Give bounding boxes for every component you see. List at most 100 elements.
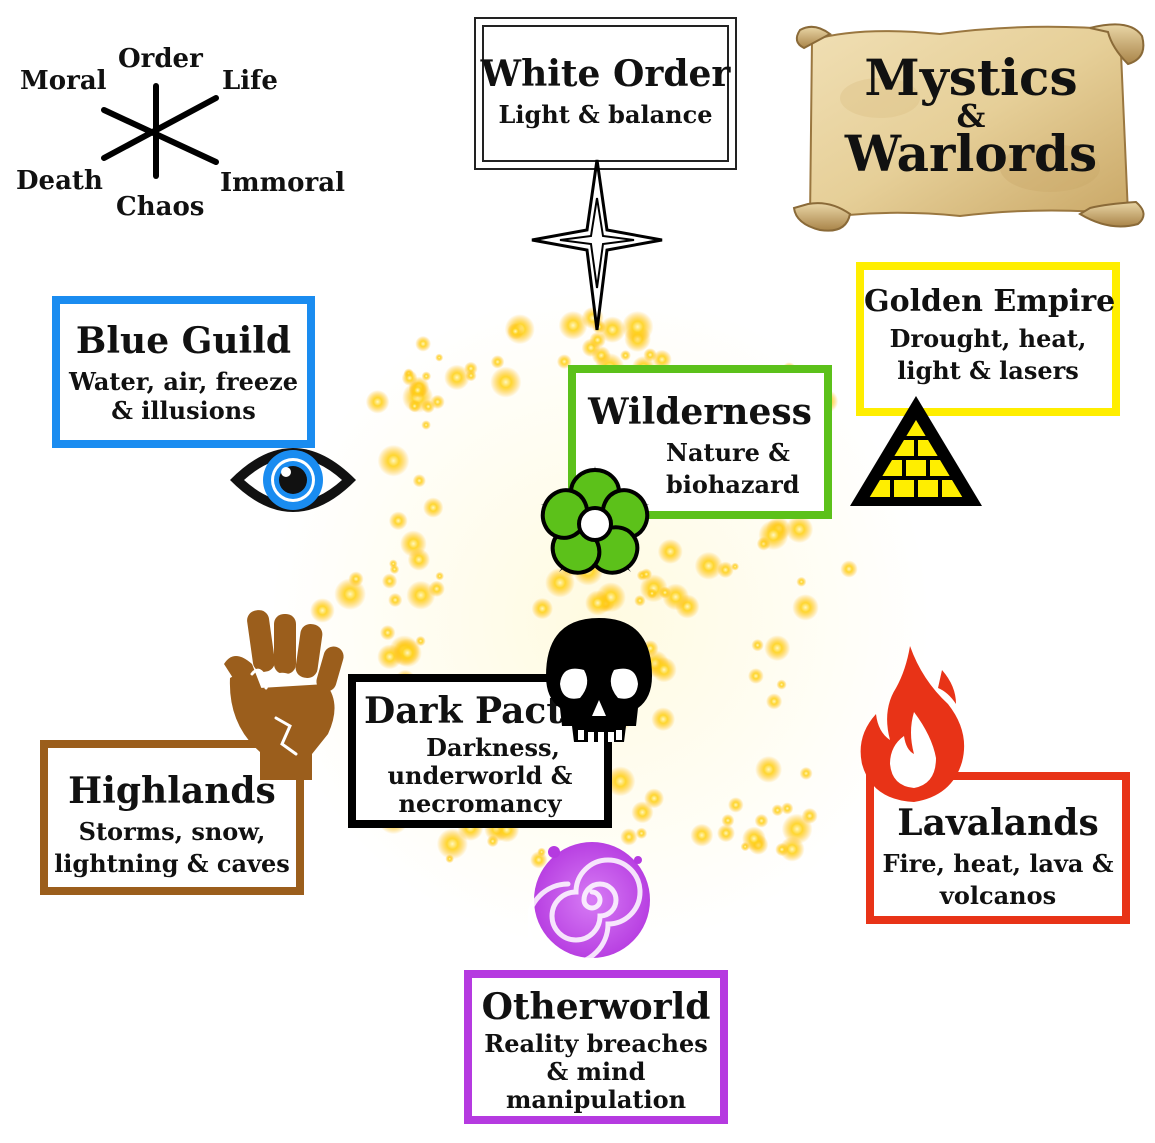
sparkle	[652, 349, 672, 370]
sparkle	[792, 594, 819, 621]
dark-pact-desc-3: necromancy	[398, 789, 562, 818]
sparkle	[380, 625, 396, 641]
sparkle	[631, 801, 654, 824]
lavalands-desc-2: volcanos	[939, 881, 1057, 910]
alignment-compass: Order Chaos Moral Life Death Immoral	[0, 0, 360, 230]
sparkle	[423, 497, 444, 518]
sparkle	[435, 353, 444, 362]
sparkle	[755, 755, 783, 783]
flame-icon	[860, 646, 965, 802]
sparkle	[556, 354, 572, 369]
sparkle	[796, 576, 807, 587]
faction-wilderness: Wilderness Nature & biohazard	[568, 365, 832, 519]
star-icon	[531, 159, 663, 331]
sparkle	[764, 635, 791, 662]
title-ampersand: &	[956, 97, 986, 135]
sparkle	[748, 668, 764, 684]
sparkle	[742, 826, 766, 851]
compass-label-immoral: Immoral	[220, 168, 345, 198]
sparkle	[751, 639, 764, 652]
blue-guild-desc-2: & illusions	[111, 395, 256, 425]
sparkle	[657, 539, 683, 564]
flower-icon	[540, 466, 650, 575]
blue-guild-desc-1: Water, air, freeze	[68, 367, 299, 396]
faction-highlands: Highlands Storms, snow, lightning & cave…	[40, 740, 304, 895]
sparkle	[537, 847, 546, 857]
sparkle	[401, 370, 418, 386]
sparkle	[486, 835, 499, 848]
sparkle	[621, 310, 654, 343]
sparkle	[717, 824, 735, 843]
sparkle	[775, 842, 789, 857]
sparkle	[754, 813, 769, 828]
compass-label-life: Life	[222, 66, 278, 96]
sparkle	[589, 331, 606, 349]
lavalands-desc-1: Fire, heat, lava &	[882, 849, 1114, 878]
sparkle	[545, 567, 575, 598]
fist-icon	[224, 610, 344, 780]
title-line-2: Warlords	[844, 124, 1098, 183]
golden-empire-desc-1: Drought, heat,	[889, 324, 1087, 353]
sparkle	[620, 828, 638, 846]
golden-empire-name: Golden Empire	[864, 284, 1116, 319]
sparkle	[388, 511, 408, 531]
faction-lavalands: Lavalands Fire, heat, lava & volcanos	[866, 772, 1130, 924]
faction-blue-guild: Blue Guild Water, air, freeze & illusion…	[52, 296, 315, 448]
sparkle	[620, 350, 631, 361]
sparkle	[388, 592, 403, 608]
sparkle	[531, 597, 553, 620]
sparkle	[785, 515, 814, 544]
sparkle	[428, 580, 445, 597]
dark-pact-name: Dark Pact	[364, 690, 563, 732]
sparkle	[507, 323, 524, 340]
otherworld-name: Otherworld	[481, 986, 711, 1028]
sparkle	[640, 568, 653, 580]
highlands-desc-2: lightning & caves	[54, 849, 290, 878]
lavalands-name: Lavalands	[897, 802, 1099, 844]
sparkle	[310, 598, 335, 623]
compass-label-chaos: Chaos	[116, 192, 205, 222]
compass-label-order: Order	[118, 44, 203, 74]
blue-guild-name: Blue Guild	[75, 320, 292, 362]
sparkle	[758, 519, 789, 551]
sparkle	[400, 530, 427, 558]
sparkle	[334, 578, 366, 610]
sparkle	[381, 573, 398, 589]
sparkle	[646, 588, 658, 599]
sparkle	[799, 766, 813, 780]
sparkle	[635, 827, 648, 839]
sparkle	[365, 390, 390, 414]
sparkle	[389, 564, 400, 575]
otherworld-desc-3: manipulation	[505, 1085, 687, 1114]
wilderness-desc-2: biohazard	[666, 470, 800, 499]
faction-golden-empire: Golden Empire Drought, heat, light & las…	[856, 262, 1120, 416]
sparkle	[840, 560, 858, 578]
sparkle	[659, 586, 671, 599]
sparkle	[421, 420, 431, 430]
sparkle	[605, 766, 636, 797]
otherworld-desc-2: & mind	[546, 1057, 646, 1086]
sparkle	[444, 364, 470, 391]
dark-pact-desc-1: Darkness,	[426, 733, 560, 762]
sparkle	[406, 580, 436, 610]
sparkle	[776, 679, 787, 690]
sparkle	[436, 828, 468, 860]
title-line-1: Mystics	[864, 48, 1078, 107]
sparkle	[690, 823, 714, 847]
sparkle	[415, 335, 431, 352]
sparkle	[766, 693, 783, 710]
white-order-desc-1: Light & balance	[498, 100, 713, 129]
sparkle	[781, 802, 794, 815]
sparkle	[408, 381, 427, 400]
sparkle	[412, 474, 426, 488]
sparkle	[599, 316, 626, 344]
dark-pact-desc-2: underworld &	[387, 761, 573, 790]
wilderness-desc-1: Nature &	[666, 438, 790, 467]
faction-dark-pact: Dark Pact Darkness, underworld & necroma…	[348, 674, 612, 828]
compass-label-moral: Moral	[20, 66, 107, 96]
golden-empire-desc-2: light & lasers	[897, 356, 1079, 385]
sparkle	[490, 355, 505, 369]
skull-icon	[546, 618, 652, 742]
sparkle	[779, 836, 805, 862]
sparkle	[651, 657, 677, 683]
